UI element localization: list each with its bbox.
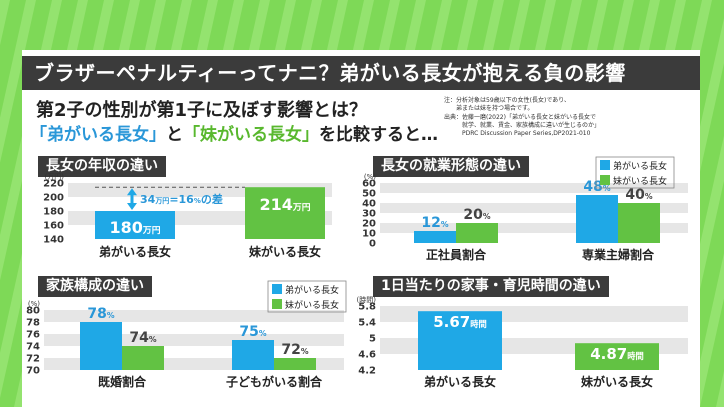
bar	[274, 358, 316, 370]
x-category-label: 妹がいる長女	[248, 244, 321, 259]
compare-sister: 「妹がいる長女」	[183, 125, 319, 145]
bar	[232, 340, 274, 370]
legend-label: 弟がいる長女	[285, 284, 339, 296]
x-category-label: 弟がいる長女	[424, 374, 496, 389]
note-line: 出典：佐藤一磨(2022)「弟がいる長女と妹がいる長女で	[444, 113, 596, 121]
grid-band	[44, 310, 344, 322]
y-tick-label: 50	[362, 189, 376, 200]
bar-value-label: 48%	[583, 179, 610, 195]
x-category-label: 既婚割合	[98, 374, 147, 389]
bar-value-label: 74%	[129, 330, 156, 346]
bar	[618, 203, 660, 243]
y-unit-label: (万円)	[45, 173, 65, 181]
bar	[576, 195, 618, 243]
y-tick-label: 0	[369, 239, 376, 250]
source-note: 注：分析対象は59歳以下の女性(長女)であり、 弟または妹を持つ場合です。 出典…	[444, 97, 684, 138]
x-category-label: 弟がいる長女	[99, 244, 171, 259]
y-tick-label: 220	[43, 179, 64, 190]
legend-label: 妹がいる長女	[285, 299, 339, 311]
y-tick-label: 160	[43, 221, 64, 232]
bar	[414, 231, 456, 243]
note-line: 就学、就業、賃金、家族構成に違いが生じるのか」	[444, 121, 601, 129]
legend-swatch	[600, 160, 610, 170]
y-tick-label: 70	[26, 366, 40, 377]
y-unit-label: (%)	[364, 173, 376, 181]
bar	[122, 346, 164, 370]
y-unit-label: (時間)	[357, 296, 377, 304]
y-tick-label: 78	[26, 318, 40, 329]
y-tick-label: 40	[362, 199, 376, 210]
legend-box	[595, 156, 675, 189]
x-category-label: 妹がいる長女	[580, 374, 653, 389]
bar	[456, 223, 498, 243]
grid-band	[380, 223, 688, 233]
legend-label: 妹がいる長女	[613, 175, 667, 187]
y-tick-label: 5	[369, 334, 376, 345]
y-tick-label: 5.8	[358, 302, 376, 313]
bar	[80, 322, 122, 370]
y-tick-label: 140	[43, 235, 64, 246]
section-housework-title: 1日当たりの家事・育児時間の違い	[373, 276, 609, 297]
y-tick-label: 30	[362, 209, 376, 220]
section-family-title: 家族構成の違い	[38, 276, 152, 297]
compare-end: を比較すると…	[319, 125, 438, 145]
compare-and: と	[166, 125, 183, 145]
stripe	[0, 0, 36, 163]
y-tick-label: 20	[362, 219, 376, 230]
bar-value-label: 40%	[625, 187, 652, 203]
bar-value-label: 72%	[281, 342, 308, 358]
arrow-head-up	[127, 188, 137, 196]
bar-value-label: 75%	[239, 324, 266, 340]
y-tick-label: 80	[26, 306, 40, 317]
subtitle: 第2子の性別が第1子に及ぼす影響とは？	[36, 100, 368, 121]
grid-band	[380, 203, 688, 213]
section-income-title: 長女の年収の違い	[38, 156, 166, 177]
bar-value-label: 20%	[463, 207, 490, 223]
y-tick-label: 4.2	[358, 366, 376, 377]
legend-box	[267, 280, 347, 313]
bar	[418, 311, 502, 370]
y-tick-label: 180	[43, 207, 64, 218]
y-tick-label: 4.6	[358, 350, 376, 361]
y-tick-label: 5.4	[358, 318, 376, 329]
legend-swatch	[272, 284, 282, 294]
y-tick-label: 10	[362, 229, 376, 240]
x-category-label: 正社員割合	[426, 247, 487, 262]
bar-value-label: 78%	[87, 306, 114, 322]
stripe	[690, 253, 724, 407]
legend-label: 弟がいる長女	[613, 160, 667, 172]
y-tick-label: 76	[26, 330, 40, 341]
note-line: PDRC Discussion Paper Series,DP2021-010	[444, 130, 591, 138]
grid-band	[380, 183, 688, 193]
arrow-head-down	[127, 203, 137, 210]
bar-value-label: 5.67時間	[433, 313, 487, 331]
section-employment-title: 長女の就業形態の違い	[373, 156, 529, 177]
comparison-line: 「弟がいる長女」と「妹がいる長女」を比較すると…	[30, 120, 438, 145]
bar	[245, 187, 325, 239]
bar-value-label: 180万円	[109, 218, 160, 237]
page-title: ブラザーペナルティーってナニ？弟がいる長女が抱える負の影響	[22, 56, 700, 90]
y-tick-label: 200	[43, 193, 64, 204]
x-category-label: 子どもがいる割合	[226, 374, 323, 389]
difference-annotation: 34万円=16%の差	[140, 192, 223, 206]
y-unit-label: (%)	[28, 300, 40, 308]
legend-swatch	[600, 175, 610, 185]
bar-value-label: 4.87時間	[590, 345, 644, 363]
stripe	[716, 370, 724, 407]
note-line: 弟または妹を持つ場合です。	[444, 105, 534, 113]
bar	[575, 343, 659, 370]
legend-swatch	[272, 299, 282, 309]
x-category-label: 専業主婦割合	[582, 247, 655, 262]
note-line: 注：分析対象は59歳以下の女性(長女)であり、	[444, 97, 571, 104]
y-tick-label: 60	[362, 179, 376, 190]
y-tick-label: 74	[26, 342, 40, 353]
bar-value-label: 12%	[421, 215, 448, 231]
stripe	[0, 0, 10, 46]
compare-brother: 「弟がいる長女」	[30, 125, 166, 145]
y-tick-label: 72	[26, 354, 40, 365]
bar	[95, 211, 175, 239]
bar-value-label: 214万円	[259, 195, 310, 214]
